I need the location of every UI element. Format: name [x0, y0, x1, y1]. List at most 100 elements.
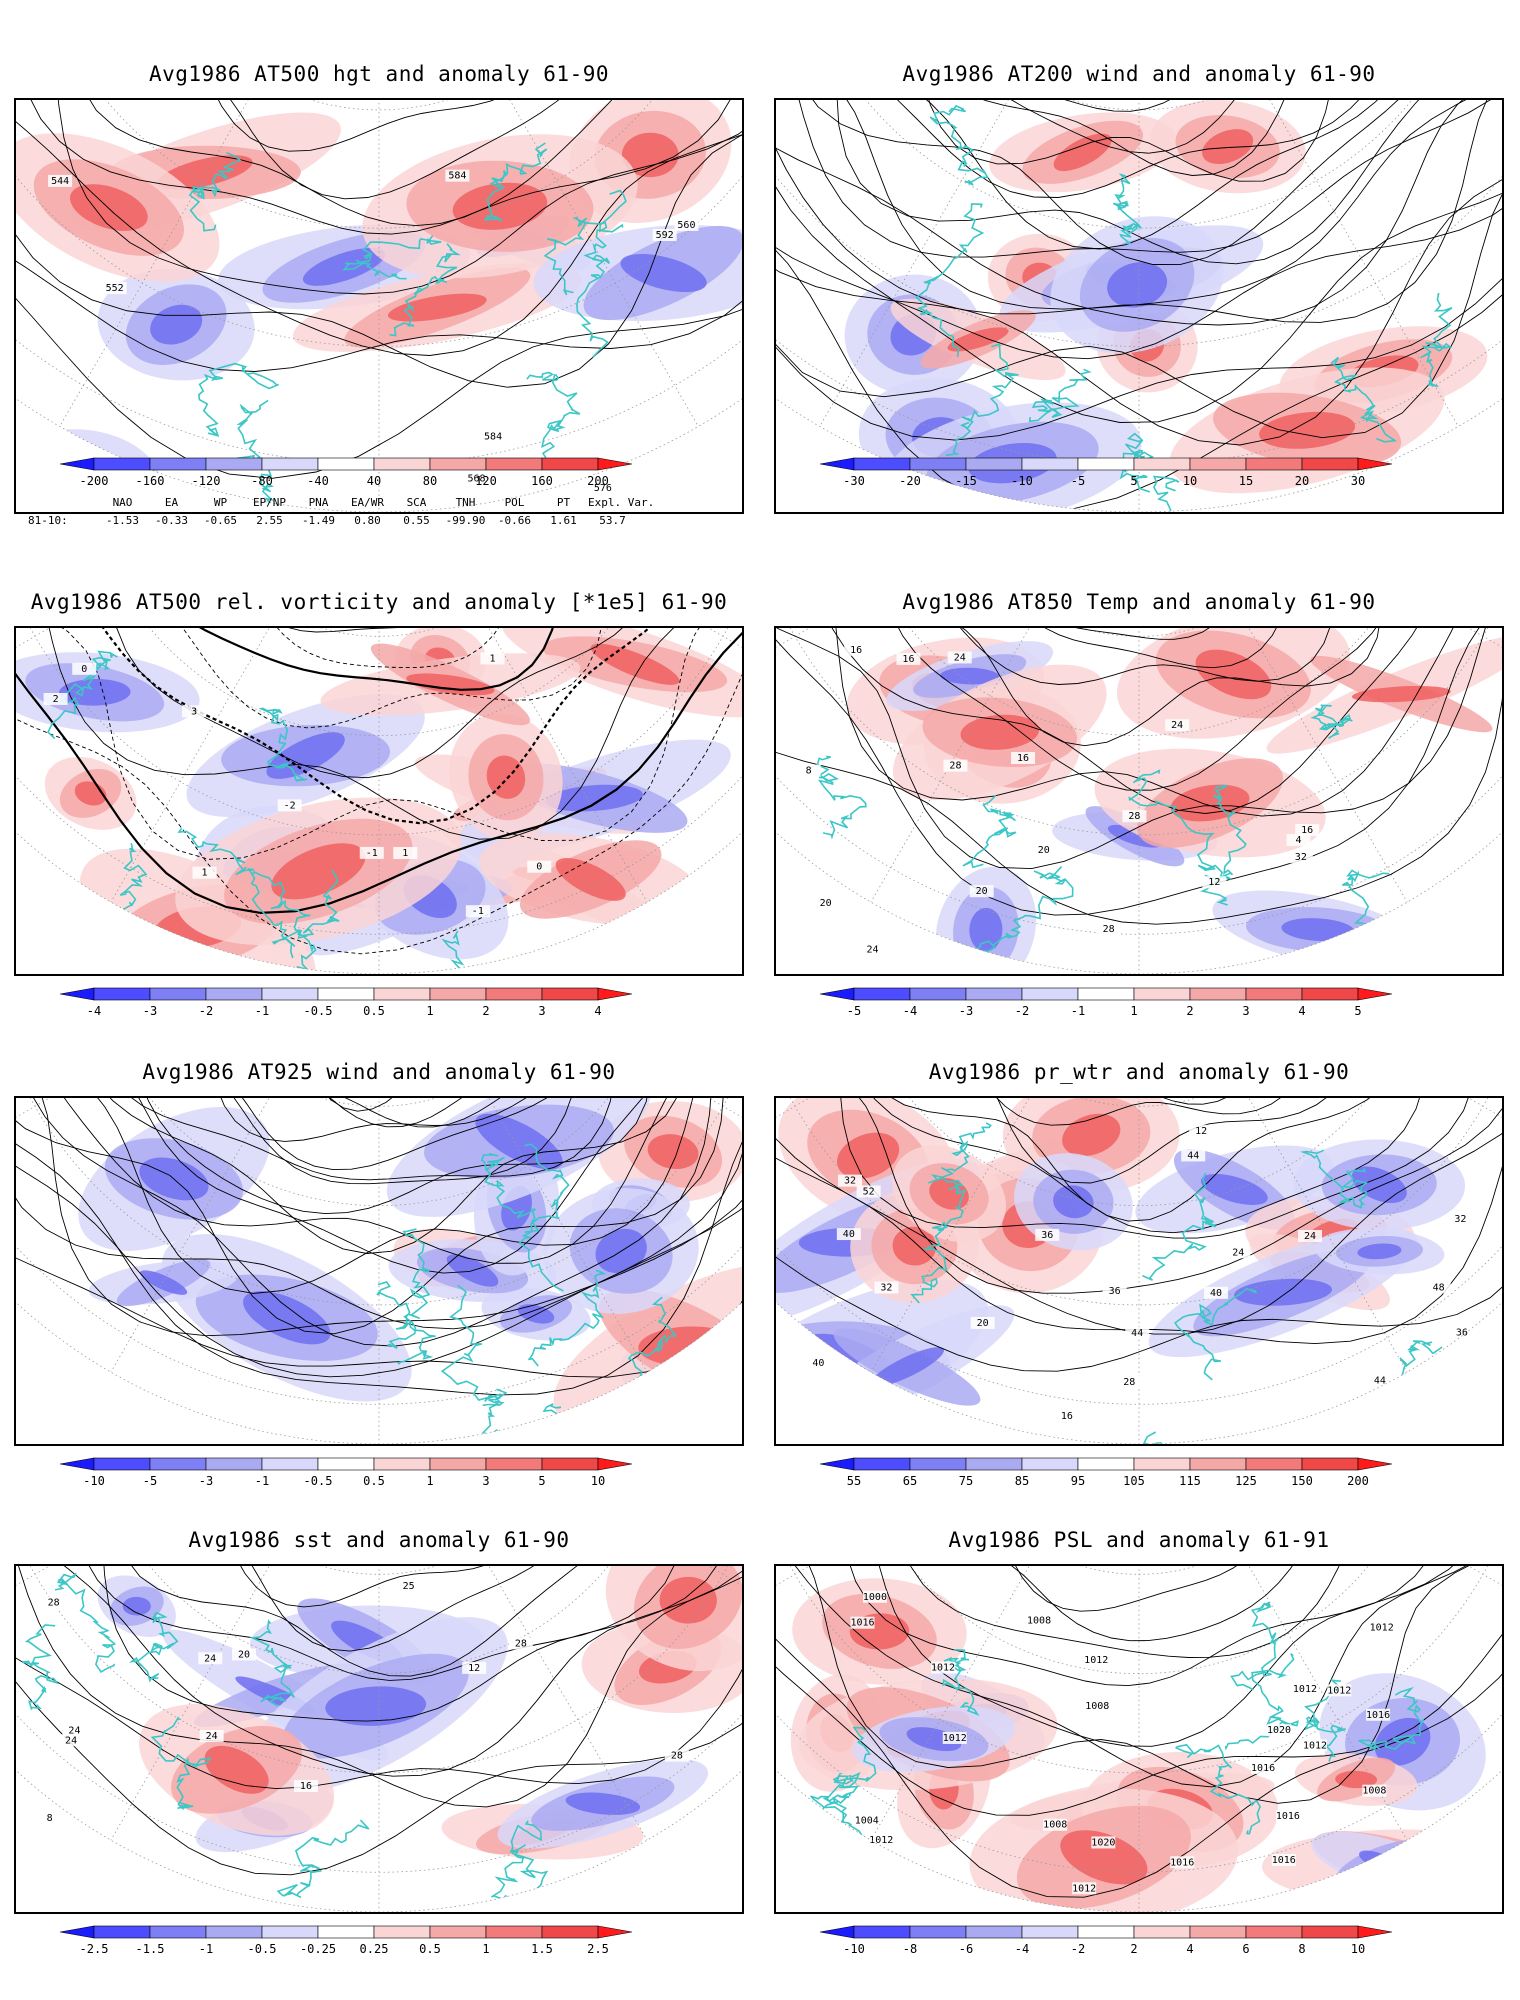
colorbar-segment: [485, 1457, 543, 1471]
negative-anomaly-shading: [1234, 1278, 1333, 1306]
coastline: [816, 755, 867, 840]
colorbar-at500-height: -200 -160 -120 -80 -40 40 80 120 160 200: [59, 457, 710, 488]
colorbar-svg: 55 65 75 85 95 105 115 125 150 200: [819, 1457, 1393, 1488]
contour-line: [95, 1098, 657, 1181]
positive-anomaly-shading: [1351, 685, 1451, 703]
colorbar-segment: [317, 457, 375, 471]
contour-label: 1016: [1366, 1710, 1390, 1721]
contour-label-bg: [277, 799, 302, 812]
contour-line: [16, 1566, 742, 1876]
contour-label: 1004: [855, 1815, 879, 1826]
contour-label-bg: [947, 651, 972, 664]
colorbar-tick-label: 40: [367, 474, 381, 488]
coastline: [290, 869, 340, 974]
longitude-line: [819, 100, 1140, 427]
colorbar-tick-label: 2: [1130, 1942, 1137, 1956]
colorbar-tick-label: 1: [482, 1942, 489, 1956]
contour-label-bg: [856, 1185, 881, 1198]
latitude-line: [16, 628, 742, 935]
contour-label-bg: [674, 218, 699, 231]
coastline: [942, 1649, 980, 1716]
colorbar-segment: [1133, 457, 1191, 471]
colorbar-tick-label: -2.5: [80, 1942, 109, 1956]
colorbar-segment: [485, 987, 543, 1001]
colorbar-segment: [965, 1457, 1023, 1471]
colorbar-segment: [541, 1925, 599, 1939]
contour-line: [166, 1098, 576, 1128]
contour-label: 1012: [1303, 1740, 1327, 1751]
latitude-line: [776, 1098, 1502, 1405]
positive-anomaly-shading: [1202, 129, 1254, 165]
positive-anomaly-shading: [947, 327, 1009, 352]
colorbar-segment: [317, 987, 375, 1001]
index-value: -99.90: [445, 514, 486, 527]
contour-line: [776, 1566, 1500, 1747]
colorbar-right-arrow: [597, 987, 633, 1001]
contour-line: [117, 100, 663, 152]
positive-anomaly-shading: [1060, 1830, 1148, 1885]
coastline: [251, 870, 311, 959]
contour-label: 1016: [1276, 1811, 1300, 1822]
colorbar-segment: [1301, 457, 1359, 471]
colorbar-svg: -5 -4 -3 -2 -1 1 2 3 4 5: [819, 987, 1393, 1018]
contour-label-bg: [481, 430, 506, 443]
contour-label: 44: [1131, 1328, 1143, 1339]
contour-label-bg: [1298, 1229, 1323, 1242]
colorbar-left-arrow: [59, 1457, 95, 1471]
contour-label-bg: [1170, 1856, 1195, 1869]
contour-label-bg: [860, 943, 885, 956]
index-value: 0.80: [354, 514, 381, 527]
index-value: -0.66: [497, 514, 532, 527]
coastline: [543, 189, 627, 296]
contour-label-bg: [862, 1590, 887, 1603]
colorbar-tick-label: -1.5: [136, 1942, 165, 1956]
map-projection: [16, 628, 742, 974]
contour-label: 1020: [1267, 1725, 1291, 1736]
contour-label: 16: [1061, 1411, 1073, 1422]
coastline: [1142, 1172, 1216, 1281]
contour-line: [16, 1566, 742, 1777]
contour-label-bg: [1327, 1684, 1352, 1697]
contour-label: 25: [403, 1581, 415, 1592]
contour-line: [16, 1566, 742, 1808]
contour-label: 24: [954, 652, 966, 663]
colorbar-segment: [1077, 1457, 1135, 1471]
colorbar-tick-label: -5: [1071, 474, 1085, 488]
contour-label: -2: [284, 800, 296, 811]
contour-label: 1008: [1362, 1786, 1386, 1797]
contour-label-bg: [37, 1811, 62, 1824]
index-name: POL: [504, 496, 525, 509]
contour-label: 44: [1187, 1150, 1199, 1161]
contour-line: [776, 100, 1502, 265]
contour-label: 36: [1456, 1327, 1468, 1338]
contour-line: [16, 1098, 742, 1330]
colorbar-segment: [93, 1925, 151, 1939]
contour-label-bg: [43, 692, 68, 705]
coastline: [928, 1122, 992, 1192]
colorbar-psl: -10 -8 -6 -4 -2 2 4 6 8 10: [819, 1925, 1470, 1956]
longitude-line: [110, 1566, 380, 1841]
contour-label: 48: [1433, 1282, 1445, 1293]
latitude-line: [16, 1566, 742, 1873]
contour-label-bg: [192, 866, 217, 879]
colorbar-tick-label: -0.25: [300, 1942, 336, 1956]
contour-line: [859, 1098, 1412, 1222]
colorbar-tick-label: 1: [426, 1004, 433, 1018]
contour-label: 28: [1103, 924, 1115, 935]
negative-anomaly-shading: [150, 304, 203, 345]
index-name: TNH: [455, 496, 476, 509]
contour-label-bg: [464, 472, 489, 485]
colorbar-left-arrow: [59, 987, 95, 1001]
colorbar-tick-label: -4: [1015, 1942, 1029, 1956]
contour-line: [59, 100, 703, 200]
contour-label: 552: [106, 283, 124, 294]
coastline: [440, 1284, 505, 1407]
coastline: [1200, 784, 1247, 906]
coastline: [1421, 1362, 1479, 1433]
contour-label-bg: [1202, 876, 1227, 889]
contour-line: [776, 1098, 1502, 1294]
contour-line: [110, 1566, 646, 1652]
colorbar-left-arrow: [59, 1925, 95, 1939]
coastline: [342, 235, 442, 280]
contour-line: [872, 1098, 1387, 1184]
